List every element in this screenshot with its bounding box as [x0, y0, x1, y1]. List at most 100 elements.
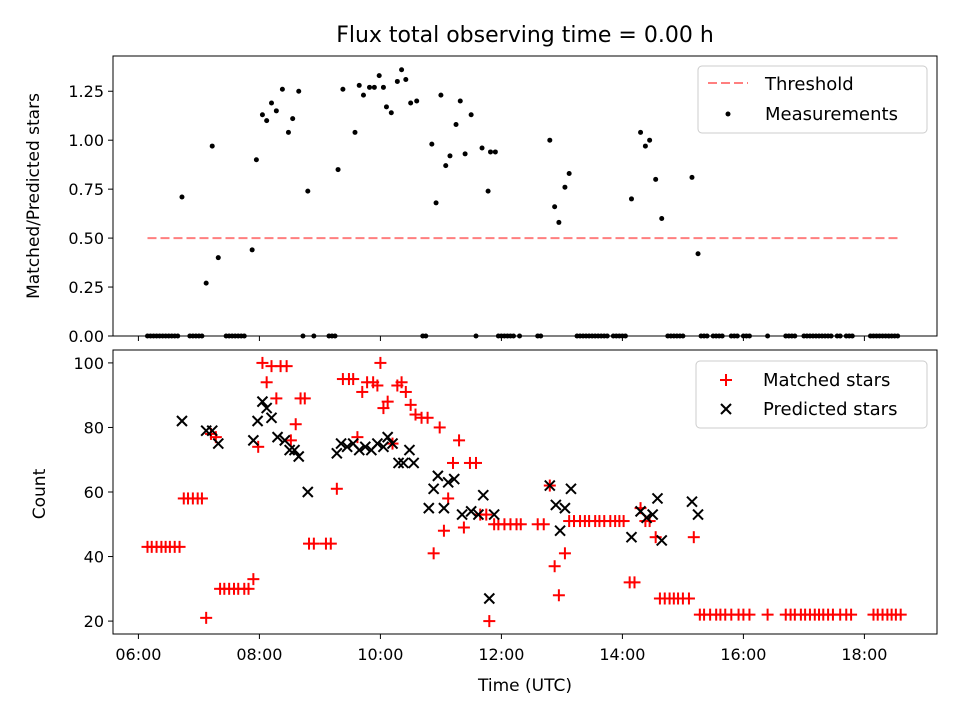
- matched-star-point: [284, 434, 297, 447]
- measurement-point: [653, 176, 659, 182]
- predicted-star-point: [260, 402, 273, 414]
- measurement-point: [468, 112, 474, 118]
- measurement-point: [285, 129, 291, 135]
- matched-star-point: [480, 508, 493, 521]
- predicted-star-point: [544, 479, 556, 492]
- predicted-star-point: [381, 431, 394, 443]
- matched-star-point: [260, 376, 273, 389]
- predicted-star-point: [256, 395, 269, 408]
- measurement-point: [380, 84, 386, 90]
- legend-measurements-label: Measurements: [765, 104, 898, 125]
- matched-star-point: [447, 456, 460, 469]
- measurements-points: [144, 67, 901, 339]
- measurement-point: [457, 98, 463, 104]
- bottom-x-tick-label: 14:00: [599, 645, 645, 664]
- measurement-point: [647, 137, 653, 143]
- bottom-y-tick-label: 60: [84, 483, 104, 502]
- predicted-star-point: [371, 437, 384, 450]
- top-legend-box: [697, 65, 928, 134]
- predicted-star-point: [565, 483, 577, 495]
- measurement-point: [443, 163, 449, 169]
- top-y-tick-label: 0.50: [68, 229, 104, 248]
- measurement-point: [566, 170, 572, 176]
- matched-star-point: [427, 547, 440, 560]
- measurement-point: [360, 92, 366, 98]
- matched-star-point: [270, 392, 283, 405]
- predicted-star-point: [448, 473, 460, 485]
- bottom-x-tick-label: 10:00: [357, 645, 403, 664]
- measurement-point: [376, 73, 382, 79]
- bottom-x-tick-label: 16:00: [720, 645, 766, 664]
- matched-star-point: [421, 411, 434, 424]
- predicted-star-point: [353, 444, 365, 456]
- legend-matched-label: Matched stars: [763, 370, 890, 391]
- matched-star-point: [356, 385, 369, 398]
- predicted-star-point: [427, 483, 440, 495]
- matched-star-point: [628, 576, 641, 589]
- predicted-star-point: [386, 437, 399, 450]
- measurement-point: [488, 149, 494, 155]
- measurement-point: [429, 141, 435, 147]
- predicted-star-point: [656, 534, 668, 547]
- predicted-star-point: [403, 444, 416, 456]
- predicted-star-point: [550, 499, 562, 511]
- predicted-star-point: [293, 450, 305, 463]
- matched-star-point: [548, 560, 561, 573]
- measurement-point: [259, 112, 265, 118]
- predicted-star-point: [271, 431, 284, 443]
- matched-star-point: [195, 492, 208, 505]
- bottom-legend-box: [695, 360, 928, 429]
- predicted-star-point: [302, 486, 314, 498]
- measurement-point: [408, 100, 414, 106]
- measurement-point: [215, 255, 221, 261]
- matched-star-point: [399, 385, 412, 398]
- top-y-tick-label: 0.00: [68, 327, 104, 346]
- measurement-point: [485, 188, 491, 194]
- measurement-point: [695, 251, 701, 257]
- predicted-star-point: [686, 495, 698, 508]
- matched-star-point: [374, 356, 387, 369]
- measurement-point: [552, 204, 558, 210]
- matched-star-point: [617, 515, 630, 528]
- matched-star-point: [280, 360, 293, 373]
- top-y-tick-label: 0.25: [68, 278, 104, 297]
- matched-star-point: [682, 592, 695, 605]
- bottom-y-tick-label: 100: [73, 354, 104, 373]
- predicted-star-point: [212, 437, 224, 450]
- measurement-point: [394, 78, 400, 84]
- measurement-point: [642, 143, 648, 149]
- matched-star-point: [558, 547, 571, 560]
- bottom-x-tick-label: 06:00: [115, 645, 161, 664]
- measurement-point: [659, 216, 665, 222]
- measurement-point: [356, 82, 362, 88]
- predicted-star-point: [625, 531, 638, 543]
- measurement-point: [269, 100, 275, 106]
- measurement-point: [562, 184, 568, 190]
- matched-star-point: [324, 537, 337, 550]
- chart-title: Flux total observing time = 0.00 h: [336, 23, 714, 48]
- predicted-star-point: [247, 434, 260, 447]
- predicted-star-point: [483, 592, 496, 605]
- measurement-point: [290, 116, 296, 122]
- measurement-point: [279, 86, 285, 92]
- measurement-point: [689, 174, 695, 180]
- measurement-point: [438, 92, 444, 98]
- measurement-point: [462, 151, 468, 157]
- matched-star-point: [173, 540, 186, 553]
- bottom-y-tick-label: 80: [84, 418, 104, 437]
- predicted-star-point: [335, 437, 347, 450]
- measurement-point: [403, 76, 409, 82]
- matched-star-point: [247, 573, 260, 586]
- predicted-star-point: [251, 415, 264, 427]
- top-legend: Threshold Measurements: [697, 65, 928, 134]
- predicted-star-point: [488, 508, 500, 521]
- matched-star-point: [552, 589, 565, 602]
- predicted-star-point: [477, 489, 489, 501]
- matched-star-point: [433, 421, 446, 434]
- measurement-point: [371, 84, 377, 90]
- measurement-point: [628, 196, 634, 202]
- predicted-star-point: [283, 444, 296, 456]
- legend-threshold-label: Threshold: [764, 74, 854, 95]
- predicted-star-point: [176, 415, 188, 427]
- measurement-point: [388, 110, 394, 116]
